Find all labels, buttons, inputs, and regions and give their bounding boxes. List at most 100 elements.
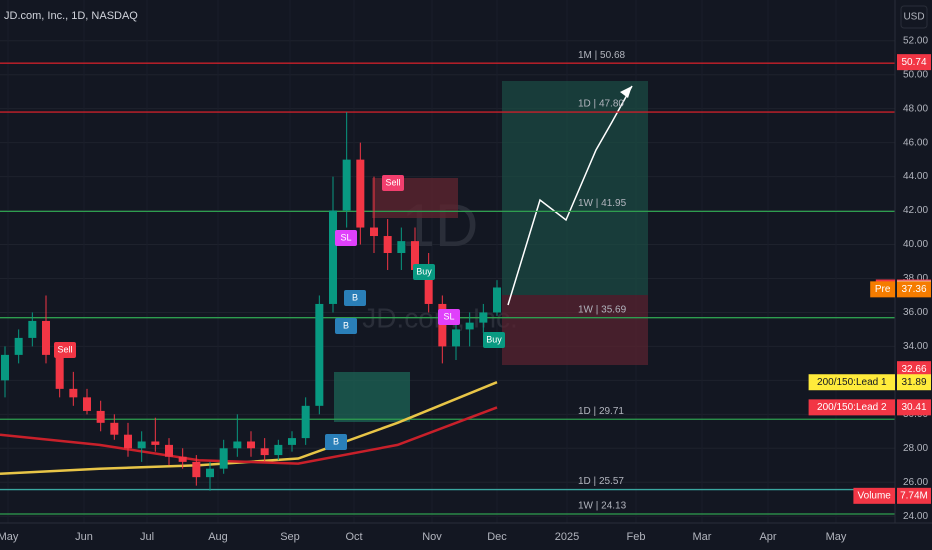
currency-button[interactable] xyxy=(900,5,928,29)
badge-name-box xyxy=(808,374,895,391)
candle-body xyxy=(329,210,337,304)
candle-body xyxy=(370,227,378,237)
y-tick-label: 44.00 xyxy=(903,171,928,182)
candle-body xyxy=(424,269,433,304)
level-label: 1D | 47.80 xyxy=(578,99,624,110)
signal-label: SL xyxy=(340,232,351,242)
candle-body xyxy=(465,322,474,330)
x-tick-label: May xyxy=(826,531,847,543)
badge-name: Volume xyxy=(858,490,892,501)
signal-label: Sell xyxy=(385,177,400,187)
x-tick-label: 2025 xyxy=(555,531,579,543)
level-label: 1W | 24.13 xyxy=(578,501,627,512)
level-label: 1D | 29.71 xyxy=(578,406,624,417)
candle-body xyxy=(356,159,365,228)
signal-label: SL xyxy=(443,311,454,321)
candle-body xyxy=(493,287,501,313)
price-badge xyxy=(897,374,931,391)
signal-label: B xyxy=(352,292,358,302)
level-label: 1W | 41.95 xyxy=(578,198,627,209)
candle-body xyxy=(438,303,447,347)
badge-name: 200/150:Lead 1 xyxy=(817,377,887,388)
candle-body xyxy=(233,441,242,449)
level-label: 1W | 35.69 xyxy=(578,304,627,315)
candle-body xyxy=(301,405,310,439)
candle-body xyxy=(192,461,201,478)
x-tick-label: Mar xyxy=(693,531,712,543)
stop-zone xyxy=(502,295,648,365)
y-tick-label: 38.00 xyxy=(903,273,928,284)
currency[interactable]: USD xyxy=(903,12,924,23)
x-tick-label: Jul xyxy=(140,531,154,543)
price-badge xyxy=(897,54,931,71)
price-badge-label: 50.74 xyxy=(901,57,926,68)
signal-tag xyxy=(335,318,357,334)
badge-name: 200/150:Lead 2 xyxy=(817,402,887,413)
y-tick-label: 46.00 xyxy=(903,137,928,148)
moving-average xyxy=(0,406,498,465)
price-badge-label: 7.74M xyxy=(900,490,928,501)
arrow-head xyxy=(620,86,632,98)
signal-tag xyxy=(483,332,505,348)
candle-body xyxy=(14,337,23,355)
signal-tag xyxy=(54,342,76,358)
y-tick-label: 28.00 xyxy=(903,443,928,454)
candle-body xyxy=(411,241,419,270)
y-tick-label: 24.00 xyxy=(903,511,928,522)
y-tick-label: 34.00 xyxy=(903,341,928,352)
price-badge xyxy=(897,399,931,416)
level-label: 1D | 25.57 xyxy=(578,476,624,487)
target-zone xyxy=(502,81,648,295)
price-badge-label: 30.41 xyxy=(901,402,926,413)
candle-body xyxy=(383,236,392,254)
badge-name-box xyxy=(870,281,895,298)
signal-label: Buy xyxy=(416,266,432,276)
price-badge-label: 31.89 xyxy=(901,377,926,388)
candle-body xyxy=(151,441,160,445)
candle-body xyxy=(110,422,119,435)
candle-body xyxy=(178,456,187,462)
candle-body xyxy=(83,397,91,411)
x-tick-label: Dec xyxy=(487,531,507,543)
candle-body xyxy=(165,444,173,457)
candle-body xyxy=(315,303,324,406)
signal-tag xyxy=(325,434,347,450)
candle-body xyxy=(260,448,269,456)
badge-name-box xyxy=(808,399,895,416)
x-tick-label: Feb xyxy=(627,531,646,543)
signal-tag xyxy=(413,264,435,280)
x-tick-label: Aug xyxy=(208,531,228,543)
price-axis xyxy=(895,0,932,550)
badge-name: Pre xyxy=(875,284,891,295)
candle-body xyxy=(274,444,283,456)
candle-body xyxy=(479,312,488,323)
demand-zone xyxy=(334,372,410,422)
y-tick-label: 52.00 xyxy=(903,35,928,46)
signal-tag xyxy=(335,230,357,246)
y-tick-label: 48.00 xyxy=(903,103,928,114)
candle-body xyxy=(42,320,50,355)
signal-tag xyxy=(382,175,404,191)
candle-body xyxy=(124,434,132,449)
signal-tag xyxy=(438,309,460,325)
candle-body xyxy=(69,388,78,398)
price-badge-label: 32.66 xyxy=(901,364,926,375)
symbol-title: JD.com, Inc., 1D, NASDAQ xyxy=(4,10,138,22)
price-badge xyxy=(897,487,931,504)
y-tick-label: 36.00 xyxy=(903,307,928,318)
x-tick-label: Nov xyxy=(422,531,442,543)
x-tick-label: Oct xyxy=(345,531,362,543)
y-tick-label: 50.00 xyxy=(903,69,928,80)
candle-body xyxy=(137,441,146,449)
y-tick-label: 42.00 xyxy=(903,205,928,216)
candle-body xyxy=(28,320,37,338)
signal-label: B xyxy=(343,320,349,330)
price-badge xyxy=(897,361,931,378)
x-tick-label: Jun xyxy=(75,531,93,543)
x-tick-label: Sep xyxy=(280,531,300,543)
projection-arrow xyxy=(507,85,633,306)
candle-body xyxy=(1,354,9,381)
y-tick-label: 26.00 xyxy=(903,477,928,488)
